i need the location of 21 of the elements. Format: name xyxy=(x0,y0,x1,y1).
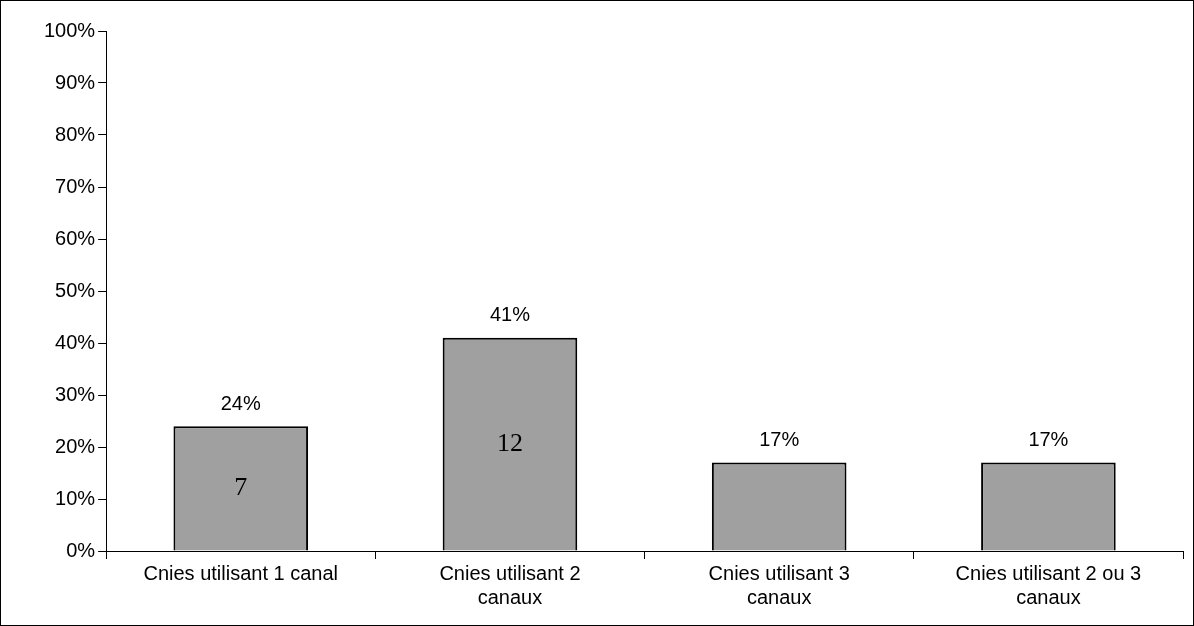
y-tick-label: 80% xyxy=(55,122,96,145)
y-tick-label: 90% xyxy=(55,70,96,93)
y-tick-label: 20% xyxy=(55,434,96,457)
data-label: 24% xyxy=(220,391,261,414)
y-tick-label: 0% xyxy=(66,538,96,561)
x-tick-label: Cnies utilisant 1 canal xyxy=(143,561,339,584)
y-tick-label: 10% xyxy=(55,486,96,509)
x-tick-label: Cnies utilisant 3 canaux xyxy=(708,561,850,608)
y-tick-label: 30% xyxy=(55,382,96,405)
data-label: 41% xyxy=(489,303,531,326)
annotation: 7 xyxy=(234,472,248,502)
y-tick-label: 40% xyxy=(55,330,96,353)
data-label: 17% xyxy=(759,428,800,451)
y-tick-label: 50% xyxy=(55,278,96,301)
y-tick-label: 60% xyxy=(55,226,96,249)
x-tick-label: Cnies utilisant 2 canaux xyxy=(439,561,581,608)
data-label: 17% xyxy=(1028,428,1069,451)
y-tick-label: 100% xyxy=(44,18,96,41)
annotation: 12 xyxy=(496,427,523,457)
x-tick-label: Cnies utilisant 2 ou 3 canaux xyxy=(955,561,1142,608)
y-tick-label: 70% xyxy=(55,174,96,197)
